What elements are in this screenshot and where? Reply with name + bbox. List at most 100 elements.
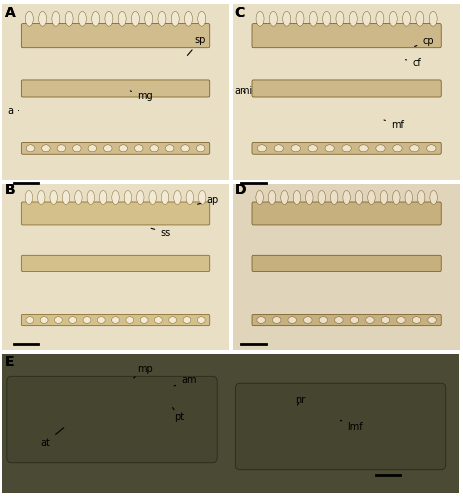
FancyBboxPatch shape	[251, 256, 440, 272]
Ellipse shape	[417, 190, 424, 204]
FancyBboxPatch shape	[7, 376, 217, 463]
Ellipse shape	[25, 190, 32, 204]
Ellipse shape	[54, 316, 62, 324]
FancyBboxPatch shape	[232, 184, 459, 350]
Text: B: B	[5, 182, 15, 196]
Text: ss: ss	[151, 228, 170, 237]
Ellipse shape	[150, 145, 158, 152]
Text: D: D	[234, 182, 245, 196]
Text: mp: mp	[133, 364, 153, 378]
Ellipse shape	[334, 316, 342, 324]
Ellipse shape	[103, 145, 112, 152]
Ellipse shape	[144, 12, 152, 26]
Ellipse shape	[367, 190, 375, 204]
Ellipse shape	[335, 12, 343, 26]
Ellipse shape	[25, 12, 33, 26]
Ellipse shape	[349, 12, 357, 26]
Ellipse shape	[72, 145, 81, 152]
Ellipse shape	[428, 12, 436, 26]
Ellipse shape	[105, 12, 113, 26]
Ellipse shape	[290, 145, 300, 152]
FancyBboxPatch shape	[232, 4, 459, 180]
Ellipse shape	[402, 12, 410, 26]
Text: ap: ap	[197, 195, 218, 205]
Ellipse shape	[429, 190, 437, 204]
Ellipse shape	[65, 12, 73, 26]
Text: cp: cp	[414, 36, 433, 46]
Ellipse shape	[136, 190, 144, 204]
Ellipse shape	[295, 12, 303, 26]
Ellipse shape	[409, 145, 418, 152]
Text: nr: nr	[294, 395, 305, 405]
Text: lmf: lmf	[339, 420, 362, 432]
Ellipse shape	[83, 316, 91, 324]
Ellipse shape	[173, 190, 181, 204]
Ellipse shape	[426, 145, 435, 152]
Text: E: E	[5, 355, 14, 369]
Ellipse shape	[305, 190, 313, 204]
Text: sp: sp	[187, 35, 206, 56]
Ellipse shape	[404, 190, 412, 204]
Text: C: C	[234, 6, 244, 20]
Ellipse shape	[375, 145, 384, 152]
Ellipse shape	[196, 145, 205, 152]
Ellipse shape	[197, 316, 205, 324]
Ellipse shape	[62, 190, 69, 204]
FancyBboxPatch shape	[251, 202, 440, 225]
Ellipse shape	[57, 145, 65, 152]
Ellipse shape	[381, 316, 389, 324]
Ellipse shape	[362, 12, 370, 26]
Ellipse shape	[280, 190, 288, 204]
Ellipse shape	[125, 316, 133, 324]
Ellipse shape	[169, 316, 176, 324]
Text: a: a	[7, 106, 19, 116]
Text: A: A	[5, 6, 15, 20]
Ellipse shape	[282, 12, 290, 26]
Ellipse shape	[42, 145, 50, 152]
Ellipse shape	[157, 12, 166, 26]
Ellipse shape	[322, 12, 330, 26]
Text: E: E	[5, 355, 14, 369]
Ellipse shape	[257, 316, 265, 324]
Ellipse shape	[197, 12, 205, 26]
Ellipse shape	[26, 316, 34, 324]
Ellipse shape	[307, 145, 317, 152]
Ellipse shape	[288, 316, 296, 324]
Ellipse shape	[274, 145, 283, 152]
Ellipse shape	[184, 12, 192, 26]
Ellipse shape	[272, 316, 281, 324]
Ellipse shape	[319, 316, 327, 324]
Ellipse shape	[40, 316, 48, 324]
Ellipse shape	[388, 12, 396, 26]
Ellipse shape	[330, 190, 337, 204]
Ellipse shape	[78, 12, 86, 26]
Text: pt: pt	[172, 408, 184, 422]
Ellipse shape	[88, 145, 96, 152]
Ellipse shape	[341, 145, 350, 152]
Text: at: at	[41, 428, 63, 448]
Ellipse shape	[165, 145, 174, 152]
Ellipse shape	[342, 190, 350, 204]
Ellipse shape	[50, 190, 57, 204]
Ellipse shape	[97, 316, 105, 324]
Ellipse shape	[182, 316, 190, 324]
Ellipse shape	[268, 190, 275, 204]
Ellipse shape	[350, 316, 358, 324]
Ellipse shape	[38, 12, 46, 26]
Ellipse shape	[154, 316, 162, 324]
Ellipse shape	[355, 190, 362, 204]
Ellipse shape	[52, 12, 60, 26]
Ellipse shape	[112, 190, 119, 204]
Text: C: C	[234, 6, 244, 20]
Text: B: B	[5, 182, 15, 196]
FancyBboxPatch shape	[21, 314, 209, 326]
Ellipse shape	[92, 12, 100, 26]
Text: cf: cf	[405, 58, 420, 68]
FancyBboxPatch shape	[21, 142, 209, 154]
Ellipse shape	[396, 316, 404, 324]
Ellipse shape	[427, 316, 435, 324]
Ellipse shape	[124, 190, 131, 204]
Ellipse shape	[392, 190, 399, 204]
Ellipse shape	[375, 12, 383, 26]
Ellipse shape	[415, 12, 423, 26]
